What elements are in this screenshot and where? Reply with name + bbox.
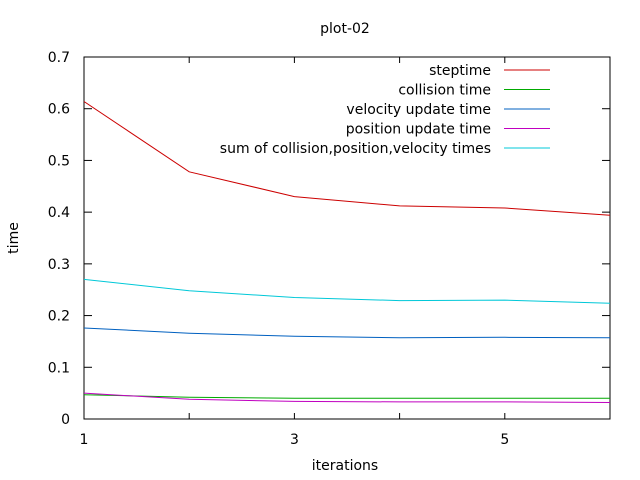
legend: steptime collision time velocity update ti…: [220, 63, 550, 157]
chart-title: plot-02: [320, 21, 370, 37]
x-tick-label: 1: [80, 432, 89, 448]
legend-label-3: position update time: [346, 122, 491, 138]
x-tick-label: 3: [290, 432, 299, 448]
axis-ticks: 0 0.1 0.2 0.3 0.4 0.5 0.6 0.7 1 3 5: [48, 50, 611, 448]
y-tick-label: 0.3: [48, 257, 70, 273]
y-tick-label: 0.1: [48, 360, 70, 376]
series-line-1: [83, 394, 610, 399]
legend-label-1: collision time: [398, 83, 491, 99]
series-line-0: [83, 101, 611, 216]
series-line-2: [83, 327, 611, 339]
y-tick-label: 0: [61, 412, 70, 428]
series-line-3: [83, 392, 611, 403]
legend-label-0: steptime: [429, 63, 491, 79]
y-tick-label: 0.7: [48, 50, 70, 66]
legend-label-2: velocity update time: [346, 102, 491, 118]
x-tick-label: 5: [500, 432, 509, 448]
series-line-4: [83, 278, 611, 304]
series-lines: [83, 101, 611, 403]
y-tick-label: 0.5: [48, 153, 70, 169]
y-axis-label: time: [6, 222, 22, 254]
x-axis-label: iterations: [312, 458, 378, 474]
y-tick-label: 0.4: [48, 205, 70, 221]
plot-frame: [83, 56, 611, 420]
y-tick-label: 0.6: [48, 102, 70, 118]
legend-label-4: sum of collision,position,velocity times: [220, 141, 491, 157]
y-tick-label: 0.2: [48, 309, 70, 325]
